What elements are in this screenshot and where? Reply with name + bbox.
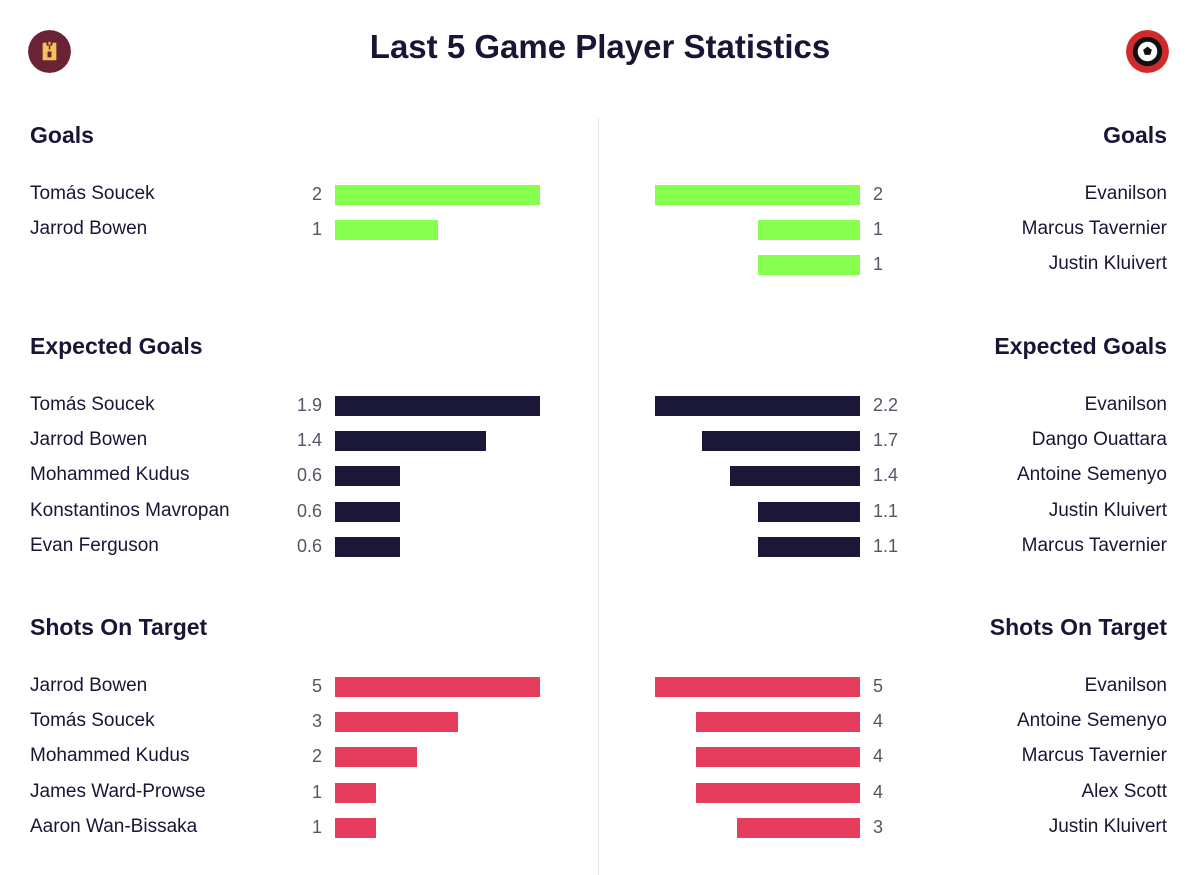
bar <box>757 255 860 276</box>
bar <box>655 396 860 416</box>
value-label: 1 <box>873 219 884 240</box>
value-label: 1.9 <box>296 395 322 415</box>
value-label: 0.6 <box>296 535 322 556</box>
bar <box>655 185 860 205</box>
value-label: 1 <box>873 254 884 275</box>
player-name: Tomás Soucek <box>30 183 155 204</box>
bar <box>335 782 376 803</box>
player-name: Konstantinos Mavropan <box>30 499 230 521</box>
west-ham-badge-icon <box>28 30 71 73</box>
bournemouth-badge-icon <box>1126 30 1169 73</box>
value-label: 5 <box>311 676 322 696</box>
bar <box>335 466 400 487</box>
value-label: 5 <box>873 676 884 696</box>
value-label: 1 <box>311 781 322 802</box>
bar <box>335 396 540 416</box>
value-label: 0.6 <box>296 500 322 521</box>
player-name: Evan Ferguson <box>30 534 159 556</box>
page-title: Last 5 Game Player Statistics <box>369 28 831 65</box>
bar <box>729 466 860 487</box>
value-label: 2 <box>311 746 322 767</box>
value-label: 1 <box>311 219 322 240</box>
section-title-goals-left: Goals <box>30 122 94 148</box>
value-label: 1.4 <box>296 430 322 451</box>
bar <box>757 220 860 241</box>
bar <box>335 712 458 733</box>
player-name: Dango Ouattara <box>1031 429 1167 451</box>
player-name: Tomás Soucek <box>30 394 155 415</box>
player-name: Aaron Wan-Bissaka <box>30 815 198 837</box>
value-label: 1.4 <box>873 465 899 486</box>
value-label: 2 <box>311 184 322 204</box>
player-name: Evanilson <box>1084 183 1167 204</box>
value-label: 4 <box>873 781 884 802</box>
player-name: Jarrod Bowen <box>30 218 148 240</box>
bar <box>335 220 438 241</box>
value-label: 0.6 <box>296 465 322 486</box>
player-name: Mohammed Kudus <box>30 745 190 767</box>
section-title-expected-goals-right: Expected Goals <box>994 333 1167 359</box>
value-label: 3 <box>873 816 884 837</box>
value-label: 4 <box>873 746 884 767</box>
bar <box>696 712 860 733</box>
value-label: 1.1 <box>873 500 899 521</box>
player-name: James Ward-Prowse <box>30 780 206 802</box>
value-label: 1.7 <box>873 430 899 451</box>
player-name: Evanilson <box>1084 675 1167 696</box>
player-name: Alex Scott <box>1081 780 1167 802</box>
bar <box>335 185 540 205</box>
section-title-expected-goals-left: Expected Goals <box>30 333 203 359</box>
player-name: Justin Kluivert <box>1048 499 1167 521</box>
bar <box>701 431 860 452</box>
value-label: 1 <box>311 816 322 837</box>
bar <box>335 501 400 522</box>
player-name: Antoine Semenyo <box>1017 464 1167 486</box>
bar <box>757 536 860 557</box>
bar <box>696 747 860 768</box>
player-name: Jarrod Bowen <box>30 675 148 696</box>
player-name: Antoine Semenyo <box>1017 710 1167 732</box>
bar <box>696 782 860 803</box>
section-title-shots-on-target-right: Shots On Target <box>989 614 1167 640</box>
bar <box>335 817 376 838</box>
value-label: 1.1 <box>873 535 899 556</box>
bar <box>655 677 860 697</box>
player-name: Marcus Tavernier <box>1021 534 1167 556</box>
value-label: 2.2 <box>873 395 899 415</box>
player-name: Tomás Soucek <box>30 710 155 732</box>
value-label: 3 <box>311 711 322 732</box>
value-label: 4 <box>873 711 884 732</box>
bar <box>335 677 540 697</box>
bar <box>737 817 860 838</box>
value-label: 2 <box>873 184 884 204</box>
bar <box>335 431 487 452</box>
bar <box>335 747 417 768</box>
player-name: Evanilson <box>1084 394 1167 415</box>
section-title-shots-on-target-left: Shots On Target <box>30 614 208 640</box>
player-name: Justin Kluivert <box>1048 253 1167 275</box>
player-name: Marcus Tavernier <box>1021 218 1167 240</box>
player-name: Marcus Tavernier <box>1021 745 1167 767</box>
bar <box>757 501 860 522</box>
player-name: Justin Kluivert <box>1048 815 1167 837</box>
player-name: Jarrod Bowen <box>30 429 148 451</box>
center-divider <box>598 118 599 875</box>
bar <box>335 536 400 557</box>
player-name: Mohammed Kudus <box>30 464 190 486</box>
section-title-goals-right: Goals <box>1103 122 1167 148</box>
